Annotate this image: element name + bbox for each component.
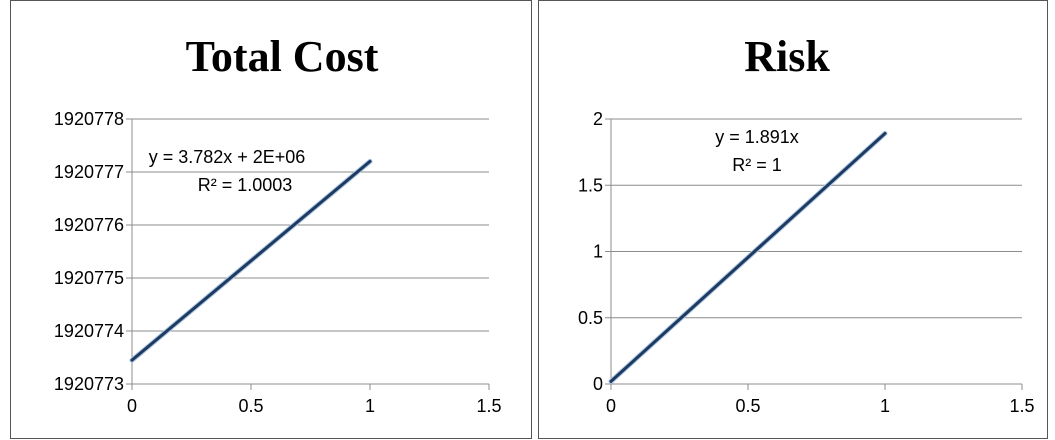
total-cost-chart: Total Cost 19207731920774192077519207761… bbox=[54, 32, 502, 416]
data-series bbox=[608, 130, 888, 384]
trendline-equation: y = 3.782x + 2E+06 bbox=[149, 147, 306, 167]
x-tick-label: 1 bbox=[880, 396, 890, 416]
y-tick-label: 1920778 bbox=[54, 109, 124, 129]
y-tick-label: 1 bbox=[593, 242, 603, 262]
x-tick-label: 0.5 bbox=[238, 396, 263, 416]
x-tick-label: 1 bbox=[365, 396, 375, 416]
y-tick-label: 1920776 bbox=[54, 215, 124, 235]
y-tick-label: 1920777 bbox=[54, 162, 124, 182]
x-tick-label: 1.5 bbox=[476, 396, 501, 416]
x-tick-labels: 0 0.5 1 1.5 bbox=[606, 396, 1035, 416]
total-cost-chart-panel: Total Cost 1920773 1920774 1920775 1920776 1… bbox=[10, 0, 532, 439]
grid-lines bbox=[605, 118, 1023, 390]
data-series bbox=[129, 158, 373, 363]
y-tick-label: 2 bbox=[593, 109, 603, 129]
series-line bbox=[130, 159, 372, 362]
y-tick-label: 1.5 bbox=[578, 175, 603, 195]
x-tick-label: 1.5 bbox=[1009, 396, 1034, 416]
y-tick-labels: 1920773 1920774 1920775 1920776 1920777 19207… bbox=[54, 109, 124, 394]
y-tick-label: 0.5 bbox=[578, 308, 603, 328]
trendline-equation: y = 1.891x bbox=[715, 127, 799, 147]
chart-title: Risk bbox=[744, 32, 830, 81]
trendline-r-squared: R² = 1 bbox=[732, 155, 782, 175]
y-tick-label: 1920773 bbox=[54, 374, 124, 394]
series-line bbox=[609, 131, 887, 383]
x-tick-label: 0.5 bbox=[735, 396, 760, 416]
x-tick-label: 0 bbox=[127, 396, 137, 416]
y-tick-labels: 0 0.5 1 1.5 2 bbox=[578, 109, 603, 394]
risk-chart-panel: Risk 0 0.5 1 1.5 2 0 0.5 1 1.5 y = 1.891x R² = … bbox=[538, 0, 1048, 439]
x-tick-label: 0 bbox=[606, 396, 616, 416]
y-tick-label: 1920775 bbox=[54, 268, 124, 288]
trendline-r-squared: R² = 1.0003 bbox=[198, 175, 293, 195]
chart-title: Total Cost bbox=[186, 32, 379, 81]
x-tick-labels: 0 0.5 1 1.5 bbox=[127, 396, 502, 416]
risk-chart: Risk 0 0.5 1 1.5 2 0 0.5 1 1.5 y = 1.891x R² = … bbox=[578, 32, 1035, 416]
grid-lines bbox=[126, 118, 490, 390]
y-tick-label: 1920774 bbox=[54, 321, 124, 341]
y-tick-label: 0 bbox=[593, 374, 603, 394]
